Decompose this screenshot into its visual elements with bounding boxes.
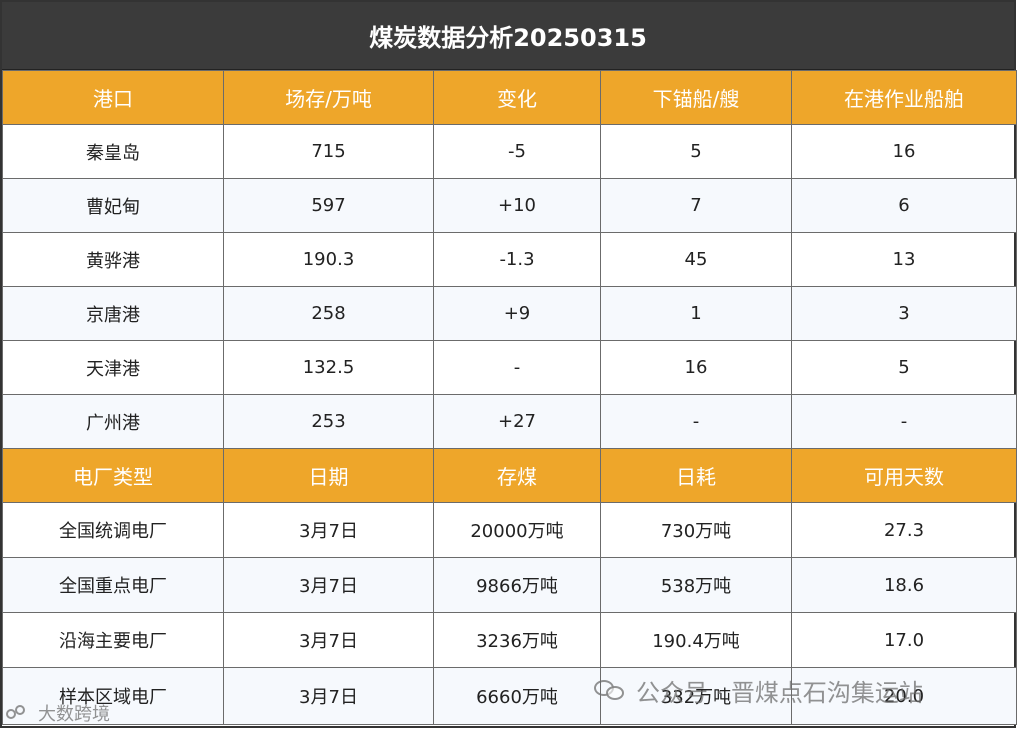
- header-cell: 电厂类型: [2, 448, 224, 503]
- table-cell: 6660万吨: [433, 667, 601, 725]
- header-cell: 在港作业船舶: [791, 70, 1017, 125]
- table-cell: 597: [223, 178, 434, 233]
- table-cell: 京唐港: [2, 286, 224, 341]
- header-cell: 变化: [433, 70, 601, 125]
- watermark-text: 大数跨境: [38, 704, 110, 725]
- table-cell: 黄骅港: [2, 232, 224, 287]
- watermark-text: 公众号 · 晋煤点石沟集运站: [636, 678, 923, 707]
- table-row: 天津港 132.5 - 16 5: [2, 340, 1017, 395]
- table-cell: 7: [600, 178, 792, 233]
- wechat-icon: [594, 678, 624, 702]
- table-cell: 广州港: [2, 394, 224, 449]
- table-cell: -: [433, 340, 601, 395]
- table-row: 秦皇岛 715 -5 5 16: [2, 124, 1017, 179]
- table-row: 广州港 253 +27 - -: [2, 394, 1017, 449]
- table-cell: 全国统调电厂: [2, 502, 224, 558]
- header-cell: 日耗: [600, 448, 792, 503]
- table-cell: 332万吨: [600, 667, 792, 725]
- table-cell: 5: [791, 340, 1017, 395]
- table-cell: 258: [223, 286, 434, 341]
- table-cell: 全国重点电厂: [2, 557, 224, 613]
- table-cell: 沿海主要电厂: [2, 612, 224, 668]
- table-cell: 3月7日: [223, 667, 434, 725]
- table-cell: 730万吨: [600, 502, 792, 558]
- table-cell: -: [600, 394, 792, 449]
- brand-logo-icon: [6, 703, 32, 723]
- table-cell: 190.4万吨: [600, 612, 792, 668]
- table-cell: 18.6: [791, 557, 1017, 613]
- table-cell: 3月7日: [223, 612, 434, 668]
- table-cell: 45: [600, 232, 792, 287]
- port-header-row: 港口 场存/万吨 变化 下锚船/艘 在港作业船舶: [2, 70, 1017, 125]
- table-cell: 3236万吨: [433, 612, 601, 668]
- table-cell: 20.0: [791, 667, 1017, 725]
- table-row: 黄骅港 190.3 -1.3 45 13: [2, 232, 1017, 287]
- table-cell: +9: [433, 286, 601, 341]
- table-cell: 天津港: [2, 340, 224, 395]
- header-cell: 日期: [223, 448, 434, 503]
- header-cell: 存煤: [433, 448, 601, 503]
- table-title: 煤炭数据分析20250315: [2, 2, 1014, 70]
- table-cell: 190.3: [223, 232, 434, 287]
- table-cell: -1.3: [433, 232, 601, 287]
- table-cell: 253: [223, 394, 434, 449]
- table-cell: 3月7日: [223, 502, 434, 558]
- table-cell: 曹妃甸: [2, 178, 224, 233]
- coal-data-table: 港口 场存/万吨 变化 下锚船/艘 在港作业船舶 秦皇岛 715 -5 5 16…: [2, 70, 1017, 725]
- table-cell: 132.5: [223, 340, 434, 395]
- table-row: 全国重点电厂 3月7日 9866万吨 538万吨 18.6: [2, 557, 1017, 613]
- table-cell: 20000万吨: [433, 502, 601, 558]
- table-cell: 27.3: [791, 502, 1017, 558]
- table-cell: 秦皇岛: [2, 124, 224, 179]
- header-cell: 下锚船/艘: [600, 70, 792, 125]
- table-row: 京唐港 258 +9 1 3: [2, 286, 1017, 341]
- table-cell: 3: [791, 286, 1017, 341]
- table-cell: -: [791, 394, 1017, 449]
- table-cell: 16: [791, 124, 1017, 179]
- table-cell: 17.0: [791, 612, 1017, 668]
- table-cell: +27: [433, 394, 601, 449]
- header-cell: 场存/万吨: [223, 70, 434, 125]
- table-row: 全国统调电厂 3月7日 20000万吨 730万吨 27.3: [2, 502, 1017, 558]
- table-row: 沿海主要电厂 3月7日 3236万吨 190.4万吨 17.0: [2, 612, 1017, 668]
- table-cell: 5: [600, 124, 792, 179]
- table-cell: 538万吨: [600, 557, 792, 613]
- table-cell: 6: [791, 178, 1017, 233]
- header-cell: 港口: [2, 70, 224, 125]
- brand-watermark: 大数跨境: [6, 700, 110, 726]
- plant-header-row: 电厂类型 日期 存煤 日耗 可用天数: [2, 448, 1017, 503]
- table-cell: 9866万吨: [433, 557, 601, 613]
- table-cell: 样本区域电厂: [2, 667, 224, 725]
- table-cell: 715: [223, 124, 434, 179]
- table-row: 样本区域电厂 3月7日 6660万吨 332万吨 20.0: [2, 667, 1017, 725]
- header-cell: 可用天数: [791, 448, 1017, 503]
- table-cell: 16: [600, 340, 792, 395]
- table-cell: -5: [433, 124, 601, 179]
- table-row: 曹妃甸 597 +10 7 6: [2, 178, 1017, 233]
- table-cell: 1: [600, 286, 792, 341]
- table-cell: 3月7日: [223, 557, 434, 613]
- wechat-account-watermark: 公众号 · 晋煤点石沟集运站: [594, 674, 923, 707]
- table-cell: +10: [433, 178, 601, 233]
- table-cell: 13: [791, 232, 1017, 287]
